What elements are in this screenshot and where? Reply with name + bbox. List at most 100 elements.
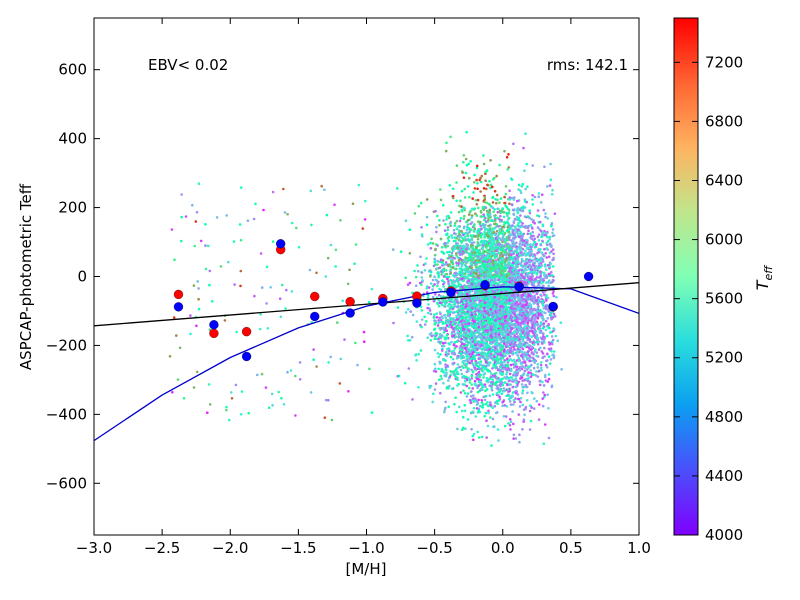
- scatter-point: [431, 288, 434, 291]
- scatter-point: [552, 258, 555, 261]
- scatter-point: [545, 359, 548, 363]
- scatter-point: [435, 225, 438, 229]
- scatter-point: [482, 154, 485, 157]
- scatter-point: [487, 218, 490, 222]
- scatter-point: [493, 222, 496, 226]
- scatter-point: [494, 411, 498, 415]
- scatter-point: [522, 225, 525, 229]
- scatter-point: [520, 345, 524, 348]
- scatter-point: [474, 415, 478, 418]
- scatter-point: [479, 332, 483, 336]
- scatter-point: [513, 196, 516, 199]
- scatter-point: [479, 347, 482, 350]
- scatter-point: [548, 184, 552, 187]
- scatter-point: [547, 355, 551, 358]
- scatter-point: [486, 424, 490, 428]
- scatter-point: [435, 316, 439, 319]
- scatter-point: [416, 264, 419, 267]
- scatter-point: [491, 349, 494, 353]
- scatter-point: [473, 187, 477, 190]
- scatter-point: [438, 219, 441, 222]
- scatter-point: [453, 222, 457, 225]
- scatter-point: [429, 282, 433, 285]
- scatter-point: [461, 307, 465, 310]
- scatter-point: [532, 242, 536, 245]
- scatter-point: [465, 362, 469, 366]
- scatter-point: [532, 343, 536, 347]
- scatter-point: [417, 386, 420, 389]
- scatter-point: [486, 401, 489, 404]
- scatter-point: [540, 256, 543, 260]
- scatter-point: [414, 275, 418, 279]
- scatter-point: [450, 340, 453, 344]
- scatter-point: [470, 238, 474, 241]
- scatter-point: [429, 247, 433, 250]
- scatter-point: [423, 323, 427, 326]
- scatter-point: [476, 377, 479, 381]
- scatter-point: [547, 255, 551, 259]
- scatter-point: [420, 309, 424, 312]
- scatter-point: [435, 230, 438, 234]
- scatter-point: [509, 330, 512, 334]
- scatter-point: [483, 195, 487, 199]
- scatter-point: [441, 320, 445, 324]
- scatter-point: [437, 337, 440, 341]
- scatter-point: [531, 203, 535, 206]
- scatter-point: [470, 390, 473, 393]
- scatter-point: [502, 400, 505, 403]
- scatter-point: [490, 296, 493, 300]
- scatter-point: [528, 211, 532, 215]
- scatter-point: [451, 387, 454, 391]
- scatter-point: [434, 367, 437, 371]
- scatter-point: [452, 319, 455, 322]
- scatter-point: [512, 348, 516, 351]
- scatter-point: [462, 374, 466, 378]
- scatter-point: [427, 303, 430, 306]
- scatter-point: [535, 354, 538, 358]
- scatter-point: [542, 322, 546, 325]
- scatter-point: [459, 305, 463, 309]
- scatter-point: [416, 269, 420, 273]
- scatter-point: [476, 220, 480, 223]
- scatter-point: [479, 211, 483, 214]
- scatter-point: [513, 232, 517, 235]
- scatter-point: [536, 226, 540, 229]
- scatter-point: [444, 363, 447, 366]
- scatter-point: [550, 221, 554, 225]
- scatter-point: [450, 326, 453, 329]
- scatter-point: [489, 252, 493, 256]
- scatter-point: [485, 436, 489, 439]
- scatter-point: [526, 232, 530, 236]
- scatter-point: [529, 270, 532, 274]
- scatter-point: [440, 250, 444, 254]
- scatter-point: [434, 209, 437, 213]
- scatter-point: [524, 364, 528, 367]
- scatter-point: [437, 293, 441, 297]
- scatter-point: [535, 272, 539, 276]
- scatter-point: [480, 254, 484, 257]
- scatter-point: [524, 132, 527, 135]
- scatter-point: [478, 375, 482, 379]
- scatter-point: [460, 409, 464, 413]
- scatter-point: [460, 337, 463, 341]
- scatter-point: [408, 228, 412, 231]
- scatter-point: [458, 219, 462, 223]
- scatter-point: [445, 215, 449, 218]
- scatter-point: [546, 393, 549, 397]
- scatter-point: [466, 392, 470, 395]
- scatter-point: [509, 358, 512, 361]
- scatter-point: [552, 356, 556, 360]
- scatter-point: [468, 213, 471, 216]
- scatter-point: [543, 247, 546, 251]
- scatter-point: [426, 296, 430, 299]
- scatter-point: [502, 415, 506, 418]
- scatter-point: [456, 244, 460, 247]
- scatter-point: [523, 369, 527, 373]
- scatter-point: [509, 383, 512, 386]
- scatter-point: [404, 311, 408, 314]
- scatter-point: [479, 180, 483, 184]
- scatter-point: [477, 206, 480, 210]
- scatter-point: [475, 214, 479, 217]
- scatter-point: [489, 159, 492, 162]
- scatter-point: [545, 256, 548, 259]
